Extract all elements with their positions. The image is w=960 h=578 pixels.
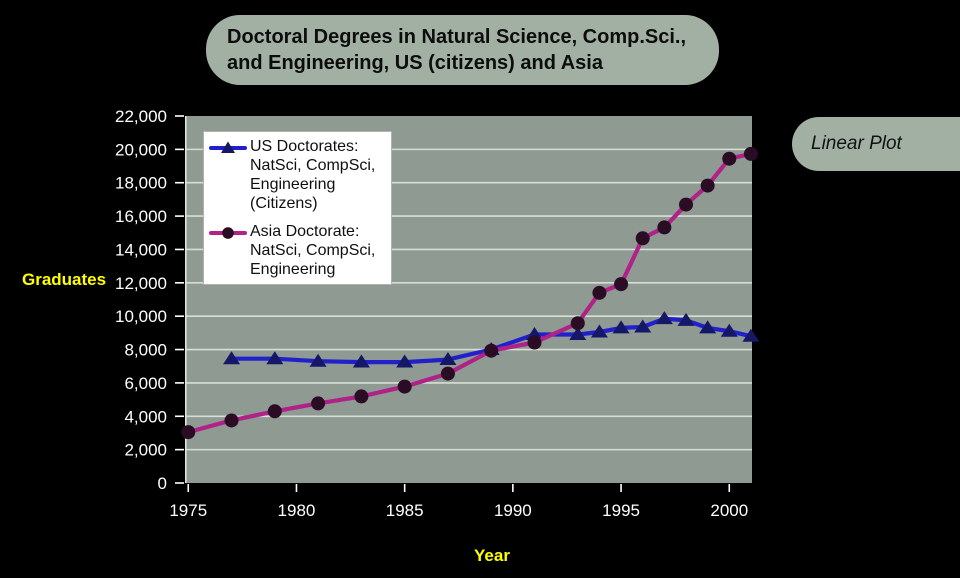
y-tick-label: 12,000 [115,274,167,293]
legend-entry-us: US Doctorates: NatSci, CompSci, Engineer… [209,137,388,213]
marker-us [655,311,673,325]
marker-asia [354,389,369,404]
marker-asia [484,343,499,358]
legend-sample-us [209,141,247,153]
marker-asia [700,178,715,193]
marker-us [396,354,414,368]
x-tick-label: 1980 [278,501,316,520]
legend-key-marker-us [221,141,235,153]
y-tick-label: 4,000 [124,407,167,426]
marker-asia [743,146,758,161]
linear-plot-label: Linear Plot [811,133,902,154]
x-tick-label: 1985 [386,501,424,520]
chart-title-box: Doctoral Degrees in Natural Science, Com… [206,15,719,85]
marker-us [266,351,284,365]
chart-title: Doctoral Degrees in Natural Science, Com… [227,26,687,74]
marker-us [742,328,760,342]
legend-sample-asia [209,227,247,239]
x-axis-title: Year [474,546,510,565]
y-tick-label: 16,000 [115,207,167,226]
marker-us [526,327,544,341]
marker-asia [527,335,542,350]
marker-us [699,320,717,334]
y-tick-label: 2,000 [124,441,167,460]
marker-asia [678,197,693,212]
marker-asia [440,366,455,381]
x-tick-label: 1995 [602,501,640,520]
marker-asia [267,404,282,419]
marker-asia [397,379,412,394]
linear-plot-badge: Linear Plot [792,117,960,171]
y-tick-label: 10,000 [115,307,167,326]
marker-asia [311,396,326,411]
x-tick-label: 2000 [710,501,748,520]
marker-us [223,351,241,365]
y-tick-label: 22,000 [115,107,167,126]
x-tick-label: 1990 [494,501,532,520]
marker-asia [224,413,239,428]
marker-asia [570,316,585,331]
y-tick-label: 0 [158,474,167,493]
marker-asia [181,425,196,440]
marker-asia [614,277,629,292]
marker-us [352,354,370,368]
y-tick-label: 18,000 [115,174,167,193]
marker-asia [592,285,607,300]
marker-us [720,323,738,337]
legend-label-us: US Doctorates: NatSci, CompSci, Engineer… [250,138,376,212]
y-tick-label: 14,000 [115,240,167,259]
legend-entry-asia: Asia Doctorate: NatSci, CompSci, Enginee… [209,222,388,279]
marker-us [634,319,652,333]
marker-asia [635,231,650,246]
y-axis-title: Graduates [22,270,107,289]
marker-asia [722,151,737,166]
chart-legend: US Doctorates: NatSci, CompSci, Engineer… [203,131,392,285]
marker-us [612,320,630,334]
y-tick-label: 8,000 [124,341,167,360]
marker-us [439,352,457,366]
y-tick-label: 6,000 [124,374,167,393]
marker-us [590,324,608,338]
marker-us [677,312,695,326]
legend-label-asia: Asia Doctorate: NatSci, CompSci, Enginee… [250,223,376,278]
x-tick-label: 1975 [169,501,207,520]
y-tick-label: 20,000 [115,140,167,159]
legend-key-marker-asia [222,227,234,239]
marker-us [309,353,327,367]
marker-us [569,327,587,341]
marker-asia [657,220,672,235]
